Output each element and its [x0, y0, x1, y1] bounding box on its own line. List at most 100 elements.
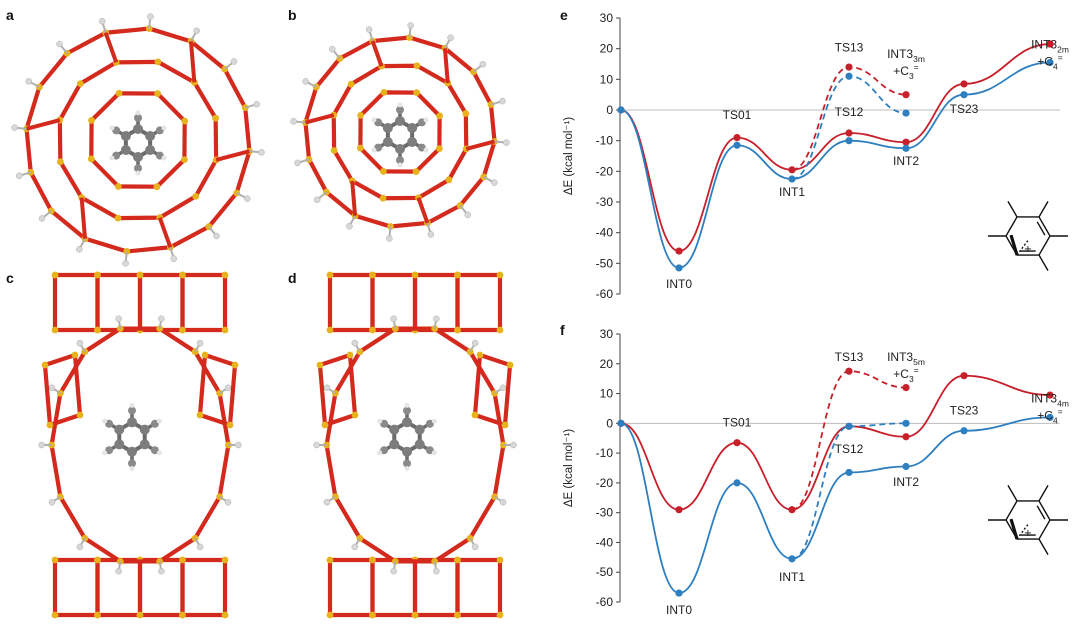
methyl-carbon — [134, 164, 142, 173]
hydrogen-atom — [377, 418, 383, 424]
hydrogen-atom — [302, 78, 309, 85]
hydrogen-atom — [156, 418, 162, 424]
stage-annotation: INT33m — [887, 47, 925, 64]
framework-atom — [46, 421, 54, 429]
framework-atom — [181, 156, 188, 164]
carbon-atom — [120, 131, 131, 141]
hydrogen-atom — [404, 402, 410, 408]
hydrogen-atom — [253, 100, 260, 108]
series-red-point — [845, 63, 853, 71]
carbon-atom — [414, 424, 425, 435]
methyl-bond — [1038, 254, 1049, 271]
series-blue-point — [617, 419, 625, 427]
framework-atom — [435, 145, 443, 153]
framework-atom — [179, 271, 186, 279]
framework-atom — [379, 167, 387, 175]
series-blue-point — [845, 422, 853, 430]
hydrogen-atom — [161, 125, 167, 131]
framework-atom — [41, 361, 49, 369]
y-axis-label: ΔE (kcal mol⁻¹) — [563, 117, 575, 195]
framework-atom — [347, 80, 355, 88]
y-tick-label: -20 — [596, 164, 614, 178]
framework-atom — [496, 611, 504, 619]
framework-atom — [501, 421, 509, 429]
series-blue-solid-line — [620, 61, 1051, 269]
hydrogen-atom — [390, 567, 397, 575]
hydrogen-atom — [135, 110, 141, 116]
series-red-point — [675, 506, 683, 514]
zeolite-structure-c — [38, 271, 242, 619]
framework-atom — [369, 326, 376, 334]
hydrogen-atom — [115, 315, 122, 323]
series-blue-point — [960, 427, 968, 435]
hydrogen-atom — [48, 498, 56, 506]
carbon-atom — [402, 417, 412, 428]
methyl-carbon — [105, 419, 114, 428]
series-blue-point — [902, 109, 910, 117]
hash-bond — [1016, 238, 1030, 256]
series-blue-point — [845, 137, 853, 145]
hydrogen-atom — [351, 543, 359, 551]
stage-annotation: +C3= — [893, 62, 918, 81]
framework-atom — [94, 611, 101, 619]
stage-annotation: INT2 — [893, 475, 919, 489]
series-red-dashed-line — [791, 66, 907, 171]
cation-charge: + — [1024, 528, 1032, 539]
hydrogen-atom — [351, 339, 359, 347]
hydrogen-atom — [158, 567, 165, 575]
framework-atom — [154, 58, 162, 66]
hydrogen-atom — [499, 498, 507, 506]
framework-atom — [51, 556, 59, 564]
framework-atom — [221, 611, 229, 619]
framework-bond — [455, 557, 503, 618]
framework-bond — [52, 557, 100, 618]
framework-bond — [215, 149, 250, 162]
framework-atom — [413, 89, 421, 97]
framework-atom — [330, 147, 338, 154]
framework-atom — [356, 144, 364, 152]
framework-atom — [179, 326, 186, 334]
wedge-bond — [1009, 234, 1019, 256]
framework-atom — [379, 194, 387, 202]
hydrogen-atom — [407, 22, 414, 29]
framework-atom — [357, 111, 365, 119]
framework-bond — [465, 139, 496, 151]
framework-atom — [471, 411, 479, 419]
carbon-atom — [139, 439, 150, 450]
hydrogen-atom — [129, 402, 135, 408]
framework-atom — [351, 411, 359, 419]
framework-bond — [52, 272, 100, 333]
hydrogen-atom — [158, 315, 165, 323]
carbon-atom — [139, 424, 150, 435]
framework-atom — [346, 351, 354, 359]
y-tick-label: -60 — [596, 287, 614, 301]
methyl-carbon — [134, 113, 142, 122]
framework-atom — [71, 351, 79, 359]
hydrogen-atom — [193, 27, 200, 34]
hydrogen-atom — [499, 384, 507, 392]
carbon-atom — [389, 439, 400, 450]
framework-atom — [201, 351, 209, 359]
hydrogen-atom — [290, 118, 297, 125]
series-blue-point — [845, 468, 853, 477]
framework-atom — [76, 80, 84, 88]
framework-atom — [412, 168, 420, 176]
framework-atom — [411, 271, 419, 279]
hydrogen-atom — [38, 215, 46, 222]
wedge-bond — [1009, 518, 1019, 540]
framework-atom — [179, 556, 186, 564]
panel-label-f: f — [560, 322, 565, 338]
framework-atom — [326, 326, 334, 334]
energy-profile-chart-f: 30 20 10 0 -10 -20 -30 -40 -50 -60 ΔE (kcal mol⁻¹)… — [563, 327, 1069, 617]
framework-atom — [51, 611, 59, 619]
hydrogen-atom — [122, 260, 129, 267]
y-tick-label: 0 — [606, 416, 613, 430]
hydrogen-atom — [147, 13, 154, 20]
stage-annotation: TS01 — [723, 108, 752, 122]
framework-atom — [136, 611, 144, 619]
hydrogen-atom — [377, 450, 383, 456]
framework-atom — [56, 158, 64, 166]
hydrogen-atom — [76, 339, 84, 347]
framework-bond — [188, 41, 197, 83]
framework-atom — [369, 556, 376, 564]
